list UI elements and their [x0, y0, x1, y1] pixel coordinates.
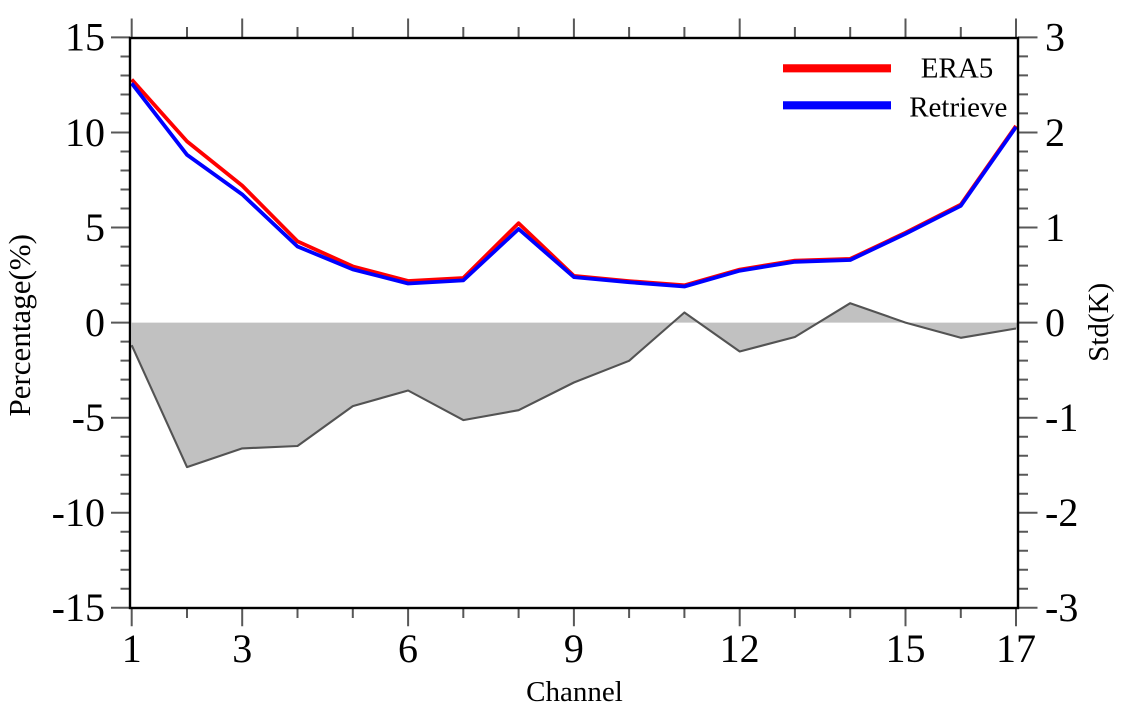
svg-text:17: 17: [996, 626, 1036, 671]
svg-text:10: 10: [65, 110, 105, 155]
svg-text:1: 1: [122, 626, 142, 671]
svg-text:Retrieve: Retrieve: [909, 92, 1007, 124]
svg-text:ERA5: ERA5: [921, 52, 994, 84]
svg-text:Percentage(%): Percentage(%): [2, 234, 37, 416]
svg-text:Std(K): Std(K): [1083, 283, 1115, 362]
svg-text:-2: -2: [1045, 490, 1078, 535]
svg-text:-10: -10: [52, 490, 105, 535]
svg-text:-15: -15: [52, 585, 105, 630]
svg-text:-1: -1: [1045, 395, 1078, 440]
svg-text:0: 0: [1045, 300, 1065, 345]
svg-text:-5: -5: [72, 395, 105, 440]
svg-text:Channel: Channel: [526, 676, 623, 708]
svg-text:-3: -3: [1045, 585, 1078, 630]
svg-text:15: 15: [65, 15, 105, 60]
svg-text:6: 6: [398, 626, 418, 671]
svg-text:2: 2: [1045, 110, 1065, 155]
svg-text:5: 5: [85, 205, 105, 250]
svg-text:1: 1: [1045, 205, 1065, 250]
svg-text:3: 3: [1045, 15, 1065, 60]
svg-text:15: 15: [885, 626, 925, 671]
svg-text:3: 3: [232, 626, 252, 671]
svg-text:0: 0: [85, 300, 105, 345]
svg-text:12: 12: [720, 626, 760, 671]
svg-text:9: 9: [564, 626, 584, 671]
